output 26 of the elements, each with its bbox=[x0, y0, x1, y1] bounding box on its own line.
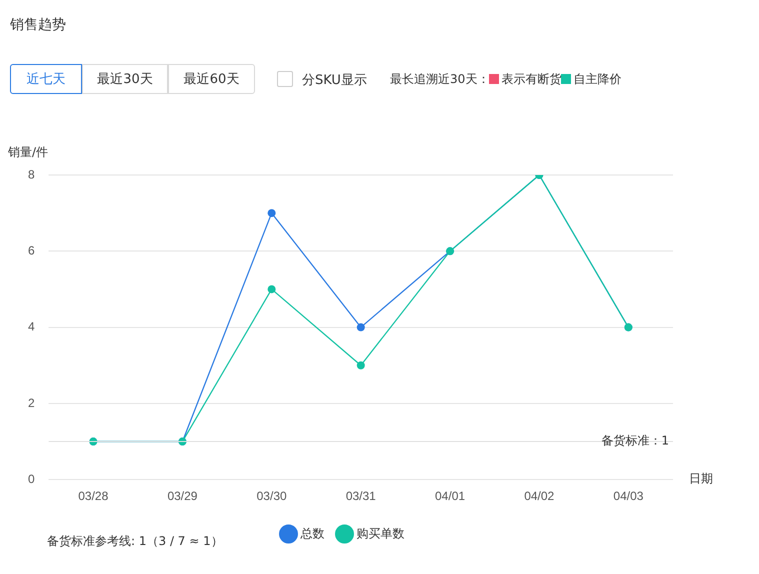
ref-line-label: 备货标准：1 bbox=[601, 434, 669, 448]
text: 备货标准参考线: 1（3 / 7 ≈ 1） bbox=[47, 533, 223, 550]
text: 最长追溯近30天： bbox=[390, 72, 490, 86]
text: 分SKU显示 bbox=[302, 72, 367, 89]
y-axis-title: 销量/件 bbox=[7, 145, 48, 160]
x-axis-title: 日期 bbox=[689, 472, 713, 486]
y-tick-label: 0 bbox=[28, 472, 35, 486]
text: 表示有断货 bbox=[501, 72, 562, 86]
x-tick-label: 04/03 bbox=[613, 489, 644, 504]
x-tick-label: 04/01 bbox=[435, 489, 466, 504]
x-tick-label: 03/30 bbox=[256, 489, 287, 504]
legend-label: 总数 bbox=[300, 526, 324, 540]
x-tick-label: 04/02 bbox=[524, 489, 555, 504]
y-tick-label: 6 bbox=[28, 243, 35, 258]
text: 近七天 bbox=[10, 64, 82, 94]
y-tick-label: 8 bbox=[28, 167, 35, 182]
x-tick-label: 03/31 bbox=[346, 489, 376, 504]
y-tick-label: 2 bbox=[28, 396, 35, 410]
text: 最近30天 bbox=[82, 64, 168, 94]
y-tick-label: 4 bbox=[28, 320, 35, 334]
legend-label: 购买单数 bbox=[356, 526, 404, 540]
text: 自主降价 bbox=[573, 72, 622, 86]
text: 最近60天 bbox=[168, 64, 255, 94]
x-tick-label: 03/28 bbox=[78, 489, 109, 504]
chart-title: 销售趋势 bbox=[10, 16, 66, 34]
x-tick-label: 03/29 bbox=[167, 489, 198, 504]
